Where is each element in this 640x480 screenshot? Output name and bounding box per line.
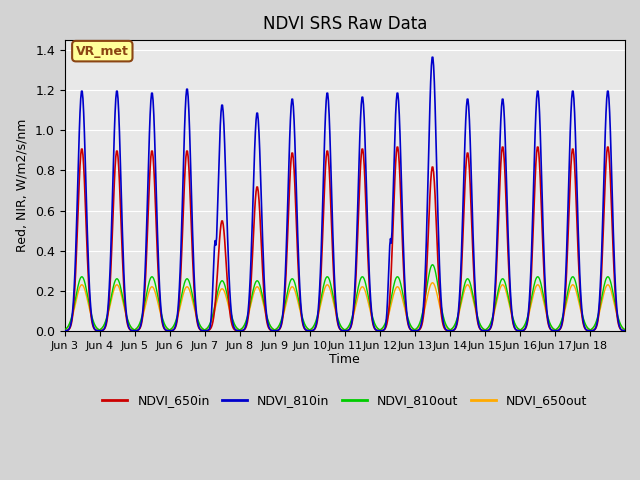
Title: NDVI SRS Raw Data: NDVI SRS Raw Data bbox=[262, 15, 427, 33]
X-axis label: Time: Time bbox=[330, 353, 360, 366]
Y-axis label: Red, NIR, W/m2/s/nm: Red, NIR, W/m2/s/nm bbox=[15, 119, 28, 252]
Text: VR_met: VR_met bbox=[76, 45, 129, 58]
Legend: NDVI_650in, NDVI_810in, NDVI_810out, NDVI_650out: NDVI_650in, NDVI_810in, NDVI_810out, NDV… bbox=[97, 389, 593, 412]
